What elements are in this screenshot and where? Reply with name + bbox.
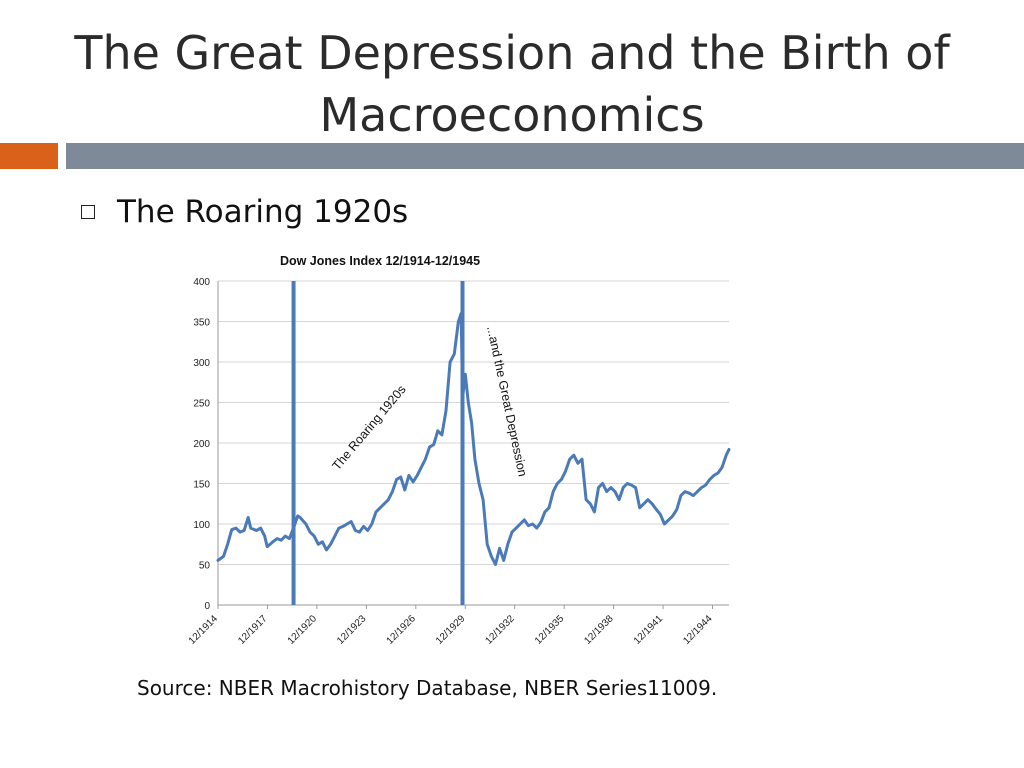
bullet-item: The Roaring 1920s bbox=[81, 190, 408, 234]
x-tick-label: 12/1935 bbox=[533, 613, 567, 647]
y-tick-label: 250 bbox=[193, 399, 210, 410]
x-tick-label: 12/1932 bbox=[483, 613, 517, 647]
x-tick-label: 12/1944 bbox=[681, 613, 715, 647]
y-tick-label: 0 bbox=[204, 601, 210, 612]
chart-title: Dow Jones Index 12/1914-12/1945 bbox=[280, 254, 480, 268]
y-tick-label: 350 bbox=[193, 318, 210, 329]
annotation-great-depression: ...and the Great Depression bbox=[484, 325, 530, 478]
x-tick-label: 12/1941 bbox=[632, 613, 666, 647]
slide-title: The Great Depression and the Birth of Ma… bbox=[74, 26, 950, 142]
y-tick-label: 300 bbox=[193, 358, 210, 369]
y-tick-label: 50 bbox=[199, 561, 211, 572]
x-tick-label: 12/1926 bbox=[385, 613, 419, 647]
y-tick-label: 100 bbox=[193, 520, 210, 531]
dow-jones-series-line bbox=[216, 311, 731, 566]
x-tick-label: 12/1938 bbox=[582, 613, 616, 647]
accent-bar bbox=[0, 143, 58, 169]
y-tick-label: 200 bbox=[193, 439, 210, 450]
x-tick-label: 12/1929 bbox=[434, 613, 468, 647]
y-tick-label: 400 bbox=[193, 277, 210, 288]
title-rule-bar bbox=[66, 143, 1024, 169]
x-axis-ticks: 12/1914 12/1917 12/1920 12/1923 12/1926 12/19… bbox=[187, 605, 715, 647]
square-bullet-icon bbox=[81, 205, 95, 219]
x-tick-label: 12/1914 bbox=[187, 613, 221, 647]
annotation-roaring-1920s: The Roaring 1920s bbox=[330, 382, 409, 472]
dow-jones-chart: Dow Jones Index 12/1914-12/1945 0 50 100 15… bbox=[187, 254, 731, 647]
x-tick-label: 12/1923 bbox=[335, 613, 369, 647]
source-note: Source: NBER Macrohistory Database, NBER… bbox=[137, 676, 718, 700]
bullet-text: The Roaring 1920s bbox=[117, 194, 409, 230]
y-tick-label: 150 bbox=[193, 480, 210, 491]
x-tick-label: 12/1920 bbox=[286, 613, 320, 647]
y-axis-ticks: 0 50 100 150 200 250 300 350 400 bbox=[193, 277, 210, 612]
x-tick-label: 12/1917 bbox=[236, 613, 270, 647]
